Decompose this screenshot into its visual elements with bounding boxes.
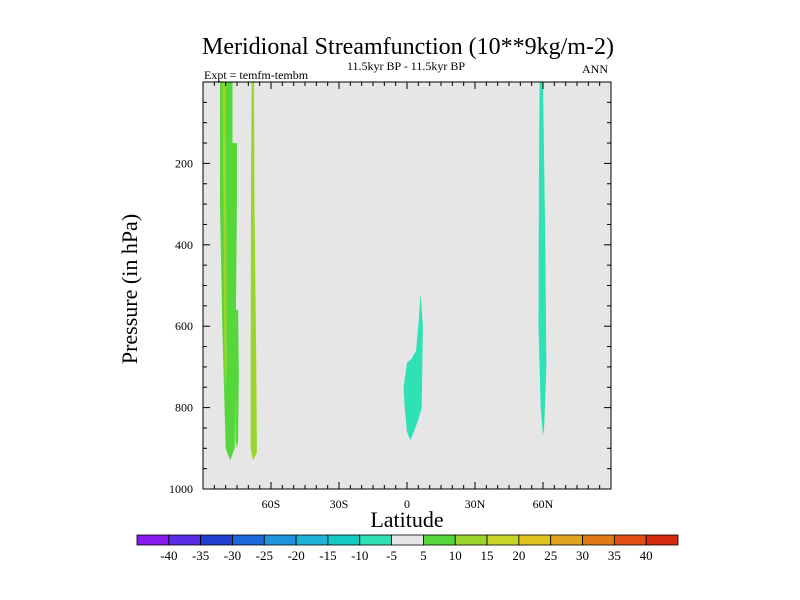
- chart-subtitle: 11.5kyr BP - 11.5kyr BP: [347, 59, 465, 73]
- contour-region-band-lat-68S: [250, 82, 257, 461]
- colorbar-label: -15: [319, 548, 336, 563]
- colorbar-swatch: [486, 534, 520, 546]
- colorbar-swatch: [359, 534, 392, 546]
- colorbar-label: 35: [608, 548, 621, 563]
- colorbar-label: -40: [160, 548, 177, 563]
- colorbar-label: 5: [420, 548, 427, 563]
- x-tick-label: 30N: [465, 497, 486, 511]
- colorbar-swatch: [263, 534, 297, 546]
- colorbar-label: 10: [449, 548, 462, 563]
- colorbar-swatch: [136, 534, 170, 546]
- contour-region-blob-lat-0: [403, 293, 423, 441]
- colorbar-swatch: [454, 534, 488, 546]
- y-tick-label: 400: [175, 238, 193, 252]
- colorbar-label: 20: [512, 548, 525, 563]
- colorbar-swatch: [168, 534, 202, 546]
- y-tick-label: 800: [175, 401, 193, 415]
- contour-region-band-lat-60N: [538, 82, 547, 437]
- colorbar-label: -25: [256, 548, 273, 563]
- experiment-label: Expt = temfm-tembm: [204, 68, 309, 82]
- colorbar-swatch: [327, 534, 361, 546]
- chart-title: Meridional Streamfunction (10**9kg/m-2): [202, 34, 614, 60]
- colorbar-swatch: [582, 534, 615, 546]
- y-axis-label: Pressure (in hPa): [117, 214, 142, 364]
- contour-region-band-lat-75S: [235, 309, 239, 449]
- season-label: ANN: [582, 62, 608, 76]
- colorbar-label: -35: [192, 548, 209, 563]
- colorbar-label: -10: [351, 548, 368, 563]
- x-tick-label: 60N: [533, 497, 554, 511]
- x-tick-label: 0: [404, 497, 410, 511]
- colorbar-swatch: [295, 534, 329, 546]
- y-tick-label: 1000: [169, 482, 193, 496]
- y-axis: 200 400 600 800 1000: [169, 101, 611, 496]
- colorbar-swatch: [391, 534, 424, 546]
- colorbar-swatch: [518, 534, 552, 546]
- colorbar-swatch: [423, 534, 456, 546]
- colorbar-label: 40: [640, 548, 653, 563]
- colorbar-label: 15: [481, 548, 494, 563]
- colorbar-label: -20: [287, 548, 304, 563]
- x-axis-label: Latitude: [370, 507, 443, 532]
- colorbar-label: -5: [386, 548, 397, 563]
- contour-region-band-lat-80S: [222, 82, 227, 392]
- x-axis: 60S 30S 0 30N 60N: [213, 82, 601, 511]
- y-tick-label: 600: [175, 319, 193, 333]
- x-tick-label: 60S: [262, 497, 281, 511]
- colorbar-label: -30: [224, 548, 241, 563]
- colorbar-swatch: [645, 534, 679, 546]
- contour-regions: [220, 82, 547, 461]
- y-tick-label: 200: [175, 156, 193, 170]
- colorbar-label: 30: [576, 548, 589, 563]
- colorbar-swatch: [200, 534, 233, 546]
- colorbar-swatch: [550, 534, 583, 546]
- colorbar-label: 25: [544, 548, 557, 563]
- colorbar-swatch: [232, 534, 265, 546]
- colorbar-swatch: [613, 534, 647, 546]
- colorbar: -40 -35 -30 -25 -20 -15 -10 -5 5 10 15 20 25 30 35 40: [136, 534, 679, 563]
- x-tick-label: 30S: [330, 497, 349, 511]
